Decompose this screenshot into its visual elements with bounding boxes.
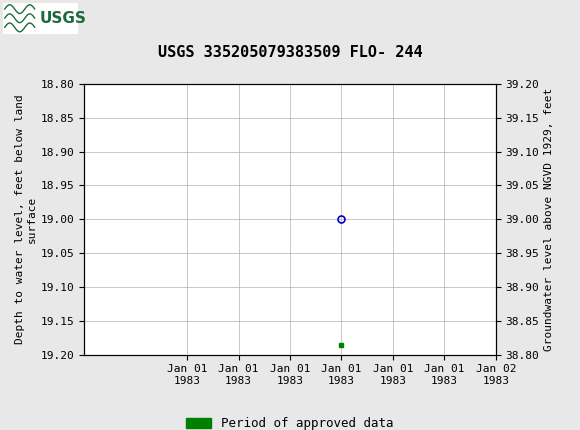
Legend: Period of approved data: Period of approved data xyxy=(181,412,399,430)
FancyBboxPatch shape xyxy=(3,3,78,34)
Text: USGS 335205079383509 FLO- 244: USGS 335205079383509 FLO- 244 xyxy=(158,45,422,60)
Y-axis label: Depth to water level, feet below land
surface: Depth to water level, feet below land su… xyxy=(15,95,37,344)
Y-axis label: Groundwater level above NGVD 1929, feet: Groundwater level above NGVD 1929, feet xyxy=(543,88,553,351)
Text: USGS: USGS xyxy=(39,11,86,26)
